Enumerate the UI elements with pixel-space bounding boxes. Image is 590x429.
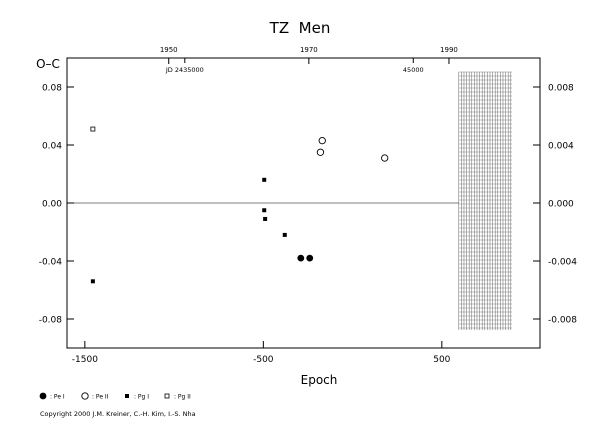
y-tick-label: 0.08 [42,84,62,94]
legend-label: : Pe I [50,394,65,401]
data-point [282,232,287,237]
legend-marker [81,392,89,400]
data-point [262,208,267,213]
data-point [262,177,267,182]
hatched-region [458,71,512,330]
year-tick-label: 1990 [440,46,458,54]
x-tick-label: -1500 [72,355,98,365]
right-y-tick-label: -0.004 [548,258,577,268]
data-point [263,216,268,221]
data-point [318,136,326,145]
data-point [90,126,96,132]
x-tick-label: 500 [433,355,450,365]
jd-tick-label: 45000 [403,66,424,74]
right-y-tick-label: 0.008 [548,84,574,94]
right-y-tick-label: 0.004 [548,142,574,152]
data-point [306,254,314,262]
y-tick-label: -0.08 [39,316,63,326]
chart-title: TZ Men [269,19,331,37]
year-tick-label: 1950 [160,46,178,54]
legend-label: : Pg II [174,394,191,401]
year-tick-label: 1970 [300,46,318,54]
right-y-tick-label: -0.008 [548,316,577,326]
data-point [316,148,325,156]
legend-label: : Pg I [134,394,149,401]
data-point [297,254,305,262]
y-axis-label: O–C [36,57,60,71]
y-tick-label: -0.04 [39,258,63,268]
data-point [90,279,95,284]
legend-marker [125,394,129,398]
copyright-text: Copyright 2000 J.M. Kreiner, C.-H. Kim, … [40,410,196,418]
y-tick-label: 0.00 [42,200,62,210]
legend-marker [164,393,170,399]
data-point [381,154,389,162]
y-tick-label: 0.04 [42,142,62,152]
jd-tick-label: JD 2435000 [165,66,204,74]
x-tick-label: -500 [253,355,274,365]
plot-area: 0.08 0.04 0.00 -0.04 -0.08 0.008 0.004 0.000 -0.… [39,46,578,401]
right-y-tick-label: 0.000 [548,200,574,210]
legend-marker [39,392,47,400]
x-axis-label: Epoch [301,373,338,387]
legend-label: : Pe II [92,394,109,401]
